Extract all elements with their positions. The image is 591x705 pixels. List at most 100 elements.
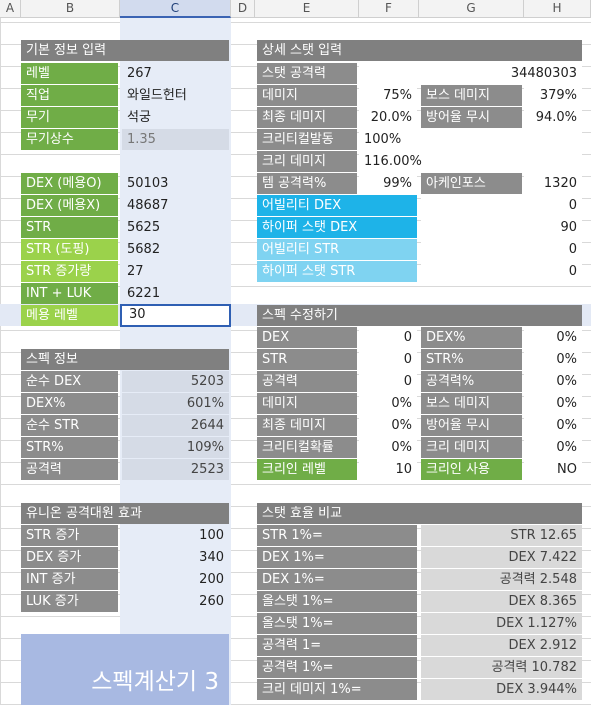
crit-rate-input[interactable]: 100% <box>359 129 582 150</box>
modify-input[interactable]: 0% <box>359 415 417 436</box>
compare-value: DEX 1.127% <box>421 613 582 634</box>
dex-meyong-off-input[interactable]: 48687 <box>127 198 169 213</box>
str-increase-input[interactable]: 27 <box>127 264 144 279</box>
str-input[interactable]: 5625 <box>127 220 161 235</box>
modify-label: 크리티컬확률 <box>257 437 357 458</box>
int-luk-input[interactable]: 6221 <box>127 286 161 301</box>
banner-title: 스펙계산기 3 <box>91 669 219 695</box>
dex-meyong-on-input[interactable]: 50103 <box>127 176 169 191</box>
modify-label: 데미지 <box>257 393 357 414</box>
col-header-b[interactable]: B <box>21 0 120 18</box>
modify-input[interactable]: 0% <box>524 349 582 370</box>
compare-title: 스탯 효율 비교 <box>257 503 582 524</box>
str-doping-input[interactable]: 5682 <box>127 242 161 257</box>
compare-value: DEX 3.944% <box>421 679 582 700</box>
modify-input[interactable]: 0% <box>524 327 582 348</box>
modify-input[interactable]: 0% <box>524 371 582 392</box>
union-label: DEX 증가 <box>21 547 118 568</box>
spec-value: 109% <box>122 437 229 458</box>
crit-in-level-input[interactable]: 10 <box>359 459 417 480</box>
spec-label: 공격력 <box>21 459 118 480</box>
damage-label: 데미지 <box>257 85 357 106</box>
str-label: STR <box>21 217 118 238</box>
union-input[interactable]: 100 <box>199 528 224 543</box>
ability-str-input[interactable]: 0 <box>421 239 582 260</box>
spec-label: DEX% <box>21 393 118 414</box>
hyper-dex-input[interactable]: 90 <box>421 217 582 238</box>
item-atk-input[interactable]: 99% <box>359 173 417 194</box>
crit-damage-input[interactable]: 116.00% <box>359 151 582 172</box>
weapon-const-label: 무기상수 <box>21 129 118 150</box>
union-input[interactable]: 200 <box>199 572 224 587</box>
meyong-level-input[interactable]: 30 <box>120 304 231 327</box>
modify-input[interactable]: 0% <box>524 415 582 436</box>
col-header-c[interactable]: C <box>120 0 231 18</box>
col-header-e[interactable]: E <box>255 0 359 18</box>
boss-damage-input[interactable]: 379% <box>524 85 582 106</box>
arcane-input[interactable]: 1320 <box>524 173 582 194</box>
modify-title: 스펙 수정하기 <box>257 305 582 326</box>
hyper-str-input[interactable]: 0 <box>421 261 582 282</box>
stat-atk-input[interactable]: 34480303 <box>359 63 582 84</box>
modify-label: STR% <box>421 349 522 370</box>
col-header-f[interactable]: F <box>359 0 419 18</box>
spec-value: 2523 <box>122 459 229 480</box>
int-luk-label: INT + LUK <box>21 283 118 304</box>
hyper-str-label: 하이퍼 스탯 STR <box>257 261 417 282</box>
level-input[interactable]: 267 <box>127 66 152 81</box>
modify-input[interactable]: 0% <box>359 437 417 458</box>
spec-label: STR% <box>21 437 118 458</box>
ability-dex-label: 어빌리티 DEX <box>257 195 417 216</box>
col-header-a[interactable]: A <box>0 0 21 18</box>
modify-label: 최종 데미지 <box>257 415 357 436</box>
crit-rate-label: 크리티컬발동 <box>257 129 357 150</box>
col-header-h[interactable]: H <box>524 0 591 18</box>
compare-value: DEX 8.365 <box>421 591 582 612</box>
compare-label: 공격력 1%= <box>257 657 417 678</box>
damage-input[interactable]: 75% <box>359 85 417 106</box>
compare-value: STR 12.65 <box>421 525 582 546</box>
spec-value: 2644 <box>122 415 229 436</box>
detail-title: 상세 스탯 입력 <box>257 40 582 61</box>
final-damage-input[interactable]: 20.0% <box>359 107 417 128</box>
ignore-def-label: 방어율 무시 <box>421 107 522 128</box>
modify-input[interactable]: 0 <box>359 349 417 370</box>
crit-damage-label: 크리 데미지 <box>257 151 357 172</box>
crit-in-use-select[interactable]: NO <box>524 459 582 480</box>
modify-input[interactable]: 0% <box>359 393 417 414</box>
compare-label: STR 1%= <box>257 525 417 546</box>
modify-input[interactable]: 0 <box>359 327 417 348</box>
col-header-d[interactable]: D <box>231 0 255 18</box>
str-increase-label: STR 증가량 <box>21 261 118 282</box>
compare-label: DEX 1%= <box>257 547 417 568</box>
spec-label: 순수 DEX <box>21 371 118 392</box>
union-input[interactable]: 260 <box>199 594 224 609</box>
compare-label: 공격력 1= <box>257 635 417 656</box>
modify-input[interactable]: 0% <box>524 393 582 414</box>
spec-title: 스펙 정보 <box>21 349 229 370</box>
weapon-input[interactable]: 석궁 <box>127 110 151 125</box>
ability-dex-input[interactable]: 0 <box>421 195 582 216</box>
item-atk-label: 템 공격력% <box>257 173 357 194</box>
modify-label: DEX% <box>421 327 522 348</box>
weapon-label: 무기 <box>21 107 118 128</box>
hyper-dex-label: 하이퍼 스탯 DEX <box>257 217 417 238</box>
str-doping-label: STR (도핑) <box>21 239 118 260</box>
spec-value: 601% <box>122 393 229 414</box>
ignore-def-input[interactable]: 94.0% <box>524 107 582 128</box>
crit-in-use-label: 크리인 사용 <box>421 459 522 480</box>
col-header-g[interactable]: G <box>419 0 524 18</box>
job-input[interactable]: 와일드헌터 <box>127 88 187 103</box>
union-input[interactable]: 340 <box>199 550 224 565</box>
modify-input[interactable]: 0% <box>524 437 582 458</box>
modify-input[interactable]: 0 <box>359 371 417 392</box>
dex-meyong-on-label: DEX (메용O) <box>21 173 118 194</box>
compare-value: 공격력 10.782 <box>421 657 582 678</box>
modify-label: 공격력 <box>257 371 357 392</box>
weapon-const-value: 1.35 <box>122 129 229 150</box>
spec-label: 순수 STR <box>21 415 118 436</box>
dex-meyong-off-label: DEX (메용X) <box>21 195 118 216</box>
compare-value: DEX 2.912 <box>421 635 582 656</box>
compare-value: DEX 7.422 <box>421 547 582 568</box>
union-label: STR 증가 <box>21 525 118 546</box>
